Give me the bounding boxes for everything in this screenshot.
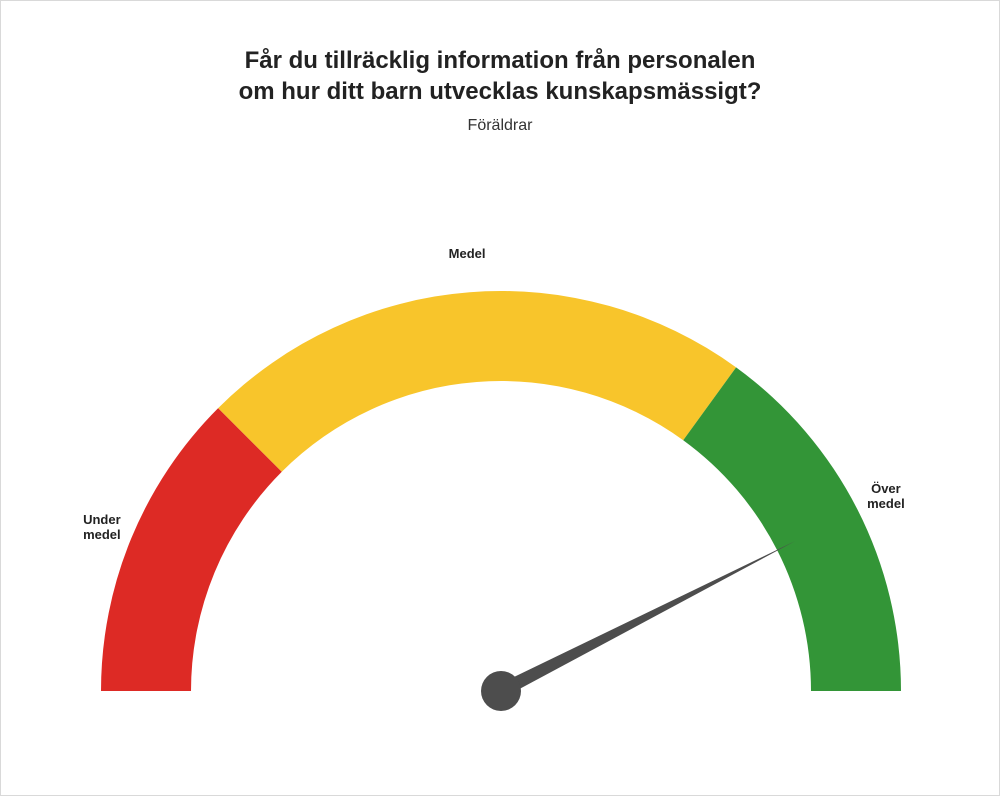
gauge-segment-2 <box>683 367 901 691</box>
gauge-chart: Under medel Medel Över medel <box>1 161 1000 761</box>
gauge-label-1: Medel <box>427 246 507 262</box>
gauge-label-2: Över medel <box>846 481 926 512</box>
chart-title: Får du tillräcklig information från pers… <box>1 45 999 107</box>
gauge-label-0: Under medel <box>62 512 142 543</box>
gauge-hub <box>481 671 521 711</box>
gauge-segment-1 <box>218 291 736 472</box>
chart-subtitle: Föräldrar <box>1 117 999 135</box>
gauge-needle <box>498 541 795 697</box>
gauge-segment-0 <box>101 408 282 691</box>
chart-frame: Får du tillräcklig information från pers… <box>0 0 1000 796</box>
